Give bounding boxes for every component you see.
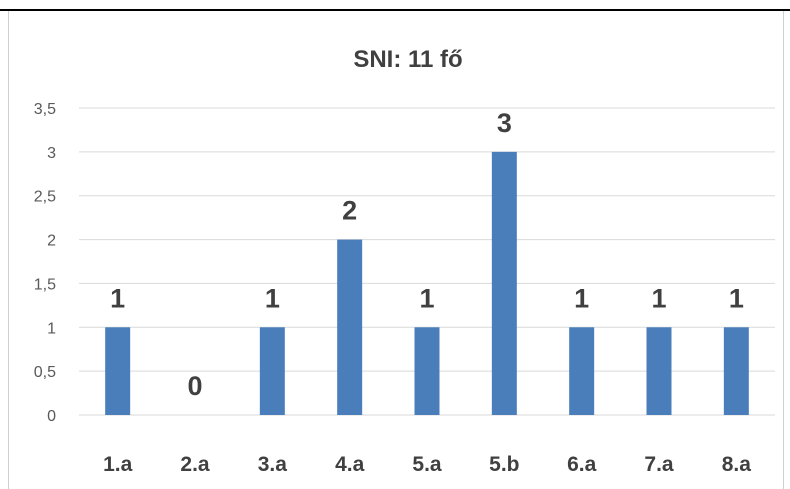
y-tick-label: 1,5 bbox=[34, 276, 56, 293]
x-axis-ticks: 1.a 2.a 3.a 4.a 5.a 5.b 6.a 7.a 8.a bbox=[103, 453, 751, 476]
x-tick-label: 7.a bbox=[644, 453, 674, 476]
bar-7.a bbox=[646, 327, 672, 415]
data-label: 1 bbox=[729, 283, 744, 313]
x-tick-label: 4.a bbox=[335, 453, 365, 476]
right-border bbox=[783, 11, 784, 489]
y-tick-label: 0,5 bbox=[34, 364, 56, 381]
y-axis-ticks: 0 0,5 1 1,5 2 2,5 3 3,5 bbox=[34, 101, 56, 425]
x-tick-label: 6.a bbox=[567, 453, 597, 476]
x-tick-label: 2.a bbox=[180, 453, 210, 476]
bar-3.a bbox=[259, 327, 285, 415]
bar-5.b bbox=[491, 151, 517, 415]
x-tick-label: 8.a bbox=[722, 453, 752, 476]
y-tick-label: 2 bbox=[47, 233, 56, 250]
data-label: 3 bbox=[497, 108, 512, 138]
data-label: 1 bbox=[574, 283, 589, 313]
data-labels: 1 0 1 2 1 3 1 1 1 bbox=[110, 108, 744, 401]
x-tick-label: 1.a bbox=[103, 453, 133, 476]
y-tick-label: 3,5 bbox=[34, 101, 56, 118]
y-tick-label: 2,5 bbox=[34, 189, 56, 206]
data-label: 1 bbox=[110, 283, 125, 313]
bar-4.a bbox=[337, 239, 363, 415]
bar-6.a bbox=[569, 327, 595, 415]
bar-1.a bbox=[105, 327, 131, 415]
x-tick-label: 5.b bbox=[489, 453, 519, 476]
data-label: 0 bbox=[187, 371, 202, 401]
top-border bbox=[0, 0, 790, 11]
y-tick-label: 1 bbox=[47, 320, 56, 337]
x-tick-label: 5.a bbox=[412, 453, 442, 476]
data-label: 2 bbox=[342, 196, 357, 226]
y-tick-label: 3 bbox=[47, 145, 56, 162]
bar-8.a bbox=[723, 327, 749, 415]
bar-5.a bbox=[414, 327, 440, 415]
chart-title: SNI: 11 fő bbox=[353, 46, 462, 73]
bars bbox=[105, 151, 749, 415]
x-tick-label: 3.a bbox=[258, 453, 288, 476]
data-label: 1 bbox=[419, 283, 434, 313]
data-label: 1 bbox=[651, 283, 666, 313]
data-label: 1 bbox=[265, 283, 280, 313]
left-border bbox=[8, 11, 9, 489]
y-tick-label: 0 bbox=[47, 408, 56, 425]
gridlines bbox=[79, 107, 775, 416]
